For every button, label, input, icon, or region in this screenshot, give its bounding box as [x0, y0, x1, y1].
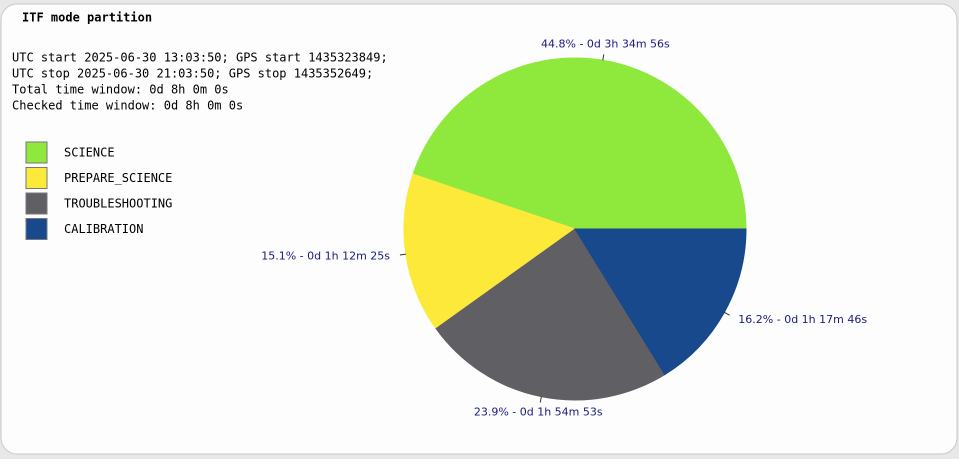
chart-title: ITF mode partition	[22, 11, 152, 25]
info-line: Total time window: 0d 8h 0m 0s	[12, 83, 229, 97]
legend-label: PREPARE_SCIENCE	[64, 171, 172, 185]
label-tick	[539, 396, 542, 403]
value-label: 44.8% - 0d 3h 34m 56s	[541, 37, 670, 50]
label-tick	[724, 311, 730, 316]
pie-slice	[403, 173, 577, 330]
legend-swatch	[25, 218, 48, 240]
label-tick	[602, 54, 605, 61]
legend-swatch	[25, 192, 48, 215]
legend-swatch	[25, 167, 48, 189]
info-line: UTC start 2025-06-30 13:03:50; GPS start…	[12, 51, 388, 65]
value-label: 16.2% - 0d 1h 17m 46s	[738, 313, 867, 326]
value-label: 23.9% - 0d 1h 54m 53s	[474, 405, 603, 418]
legend-label: CALIBRATION	[64, 222, 143, 236]
info-line: UTC stop 2025-06-30 21:03:50; GPS stop 1…	[12, 67, 373, 81]
label-tick	[399, 253, 406, 256]
legend-label: SCIENCE	[64, 146, 115, 160]
value-label: 15.1% - 0d 1h 12m 25s	[261, 250, 390, 263]
legend-label: TROUBLESHOOTING	[64, 197, 172, 211]
legend-swatch	[25, 141, 48, 164]
pie-slice	[412, 57, 747, 230]
info-line: Checked time window: 0d 8h 0m 0s	[12, 99, 243, 113]
